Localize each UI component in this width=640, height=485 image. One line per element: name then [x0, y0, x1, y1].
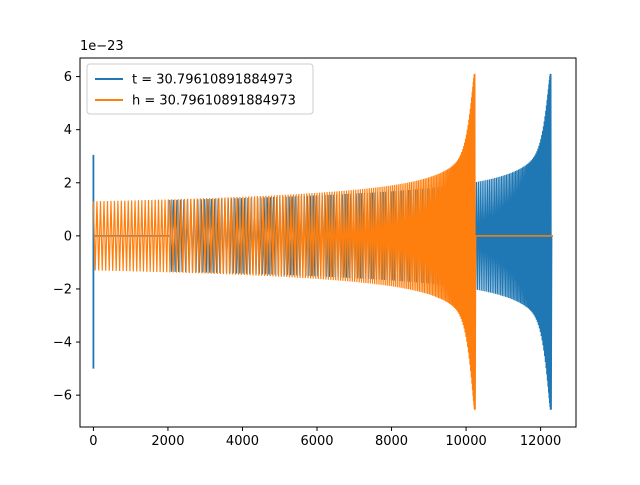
axes-frame	[79, 57, 577, 428]
x-tick-label: 2000	[151, 434, 184, 449]
legend-box	[86, 63, 314, 115]
y-tick-label: 0	[64, 229, 72, 244]
y-tick-label: −4	[53, 336, 72, 351]
y-tick-label: −2	[53, 282, 72, 297]
y-tick-label: 4	[64, 123, 72, 138]
series-chirp	[92, 73, 477, 410]
x-tick-label: 4000	[226, 434, 259, 449]
x-tick-label: 8000	[375, 434, 408, 449]
x-tick-label: 6000	[300, 434, 333, 449]
y-tick-label: 6	[64, 70, 72, 85]
y-offset-label: 1e−23	[80, 39, 124, 54]
x-tick-label: 0	[89, 434, 97, 449]
legend: t = 30.79610891884973 h = 30.79610891884…	[86, 63, 314, 115]
legend-label-h: h = 30.79610891884973	[132, 94, 296, 109]
y-tick-label: 2	[64, 176, 72, 191]
x-tick-label: 10000	[445, 434, 486, 449]
series-h	[92, 73, 553, 410]
x-tick-label: 12000	[520, 434, 561, 449]
legend-label-t: t = 30.79610891884973	[132, 73, 293, 88]
y-tick-label: −6	[53, 389, 72, 404]
